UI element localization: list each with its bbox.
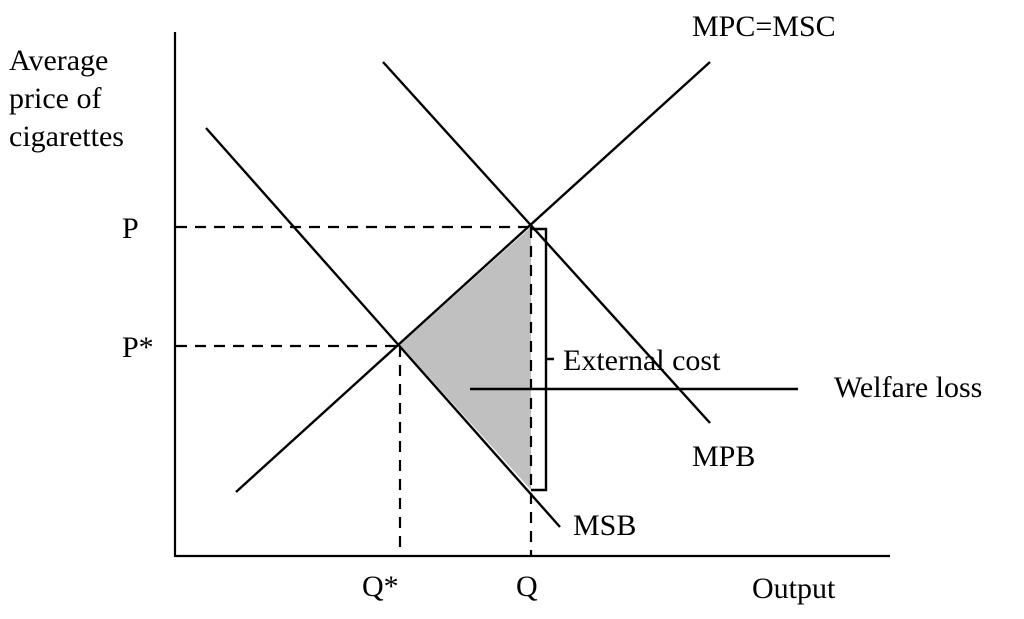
- mpc-msc-curve: [235, 61, 711, 493]
- quantity-label-q-star: Q*: [362, 570, 399, 603]
- external-cost-label: External cost: [563, 344, 721, 377]
- mpb-label: MPB: [692, 440, 755, 473]
- msb-curve: [205, 127, 561, 528]
- y-axis-label-line-1: Average: [9, 44, 108, 77]
- welfare-loss-area: [400, 227, 531, 490]
- mpc-msc-label: MPC=MSC: [692, 10, 836, 43]
- price-label-p: P: [122, 212, 139, 245]
- x-axis-label: Output: [752, 572, 836, 605]
- price-label-p-star: P*: [122, 331, 154, 364]
- msb-label: MSB: [573, 509, 636, 542]
- y-axis-label-line-2: price of: [9, 82, 101, 115]
- quantity-label-q: Q: [516, 570, 538, 603]
- external-cost-brace: [531, 227, 554, 492]
- welfare-loss-label: Welfare loss: [834, 371, 982, 404]
- y-axis-label-line-3: cigarettes: [9, 120, 124, 153]
